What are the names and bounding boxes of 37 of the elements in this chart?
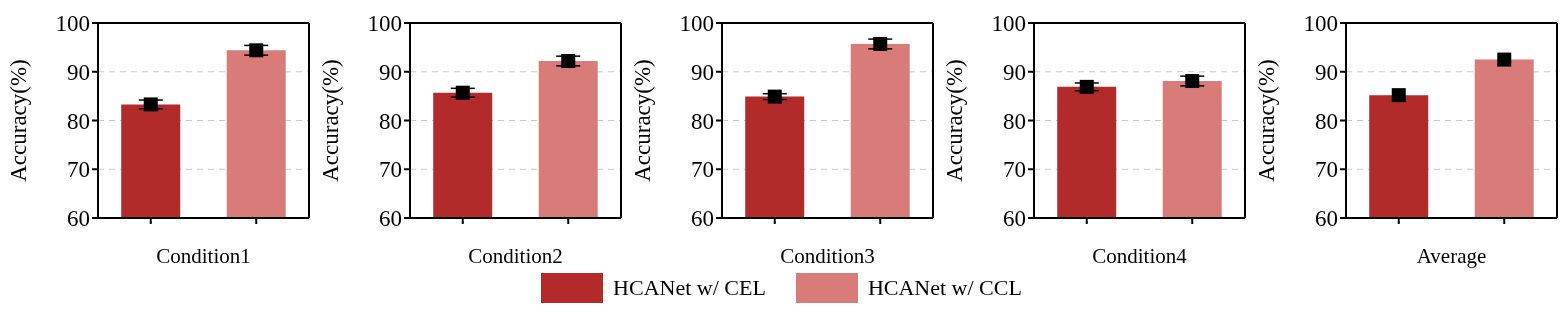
y-tick-label: 80 [1003,108,1026,134]
legend-label: HCANet w/ CEL [613,275,766,301]
y-tick-label: 90 [379,59,402,85]
legend-label: HCANet w/ CCL [867,275,1022,301]
y-tick-label: 60 [1003,206,1026,232]
y-tick-label: 90 [1003,59,1026,85]
y-tick-label: 60 [691,206,714,232]
y-tick-label: 90 [67,59,90,85]
y-tick-label: 70 [67,157,90,183]
y-axis-title: Accuracy(%) [6,59,32,182]
y-tick-label: 100 [1303,11,1338,37]
x-axis-title: Condition2 [468,244,563,268]
y-tick-label: 70 [379,157,402,183]
y-tick-label: 70 [691,157,714,183]
y-tick-label: 80 [67,108,90,134]
y-tick-label: 100 [991,11,1026,37]
y-tick-label: 60 [67,206,90,232]
x-axis-title: Condition3 [780,244,875,268]
y-axis-title: Accuracy(%) [942,59,968,182]
y-axis-title: Accuracy(%) [630,59,656,182]
y-tick-label: 100 [55,11,90,37]
y-tick-label: 100 [367,11,402,37]
x-axis-title: Condition1 [156,244,251,268]
y-tick-label: 80 [1315,108,1338,134]
y-tick-label: 60 [379,206,402,232]
y-tick-label: 70 [1315,157,1338,183]
y-tick-label: 70 [1003,157,1026,183]
x-axis-title: Condition4 [1092,244,1188,268]
y-tick-label: 90 [691,59,714,85]
y-tick-label: 100 [679,11,714,37]
y-tick-label: 80 [691,108,714,134]
y-axis-title: Accuracy(%) [318,59,344,182]
y-axis-title: Accuracy(%) [1254,59,1280,182]
y-tick-label: 60 [1315,206,1338,232]
y-tick-label: 90 [1315,59,1338,85]
x-axis-title: Average [1416,244,1487,268]
y-tick-label: 80 [379,108,402,134]
